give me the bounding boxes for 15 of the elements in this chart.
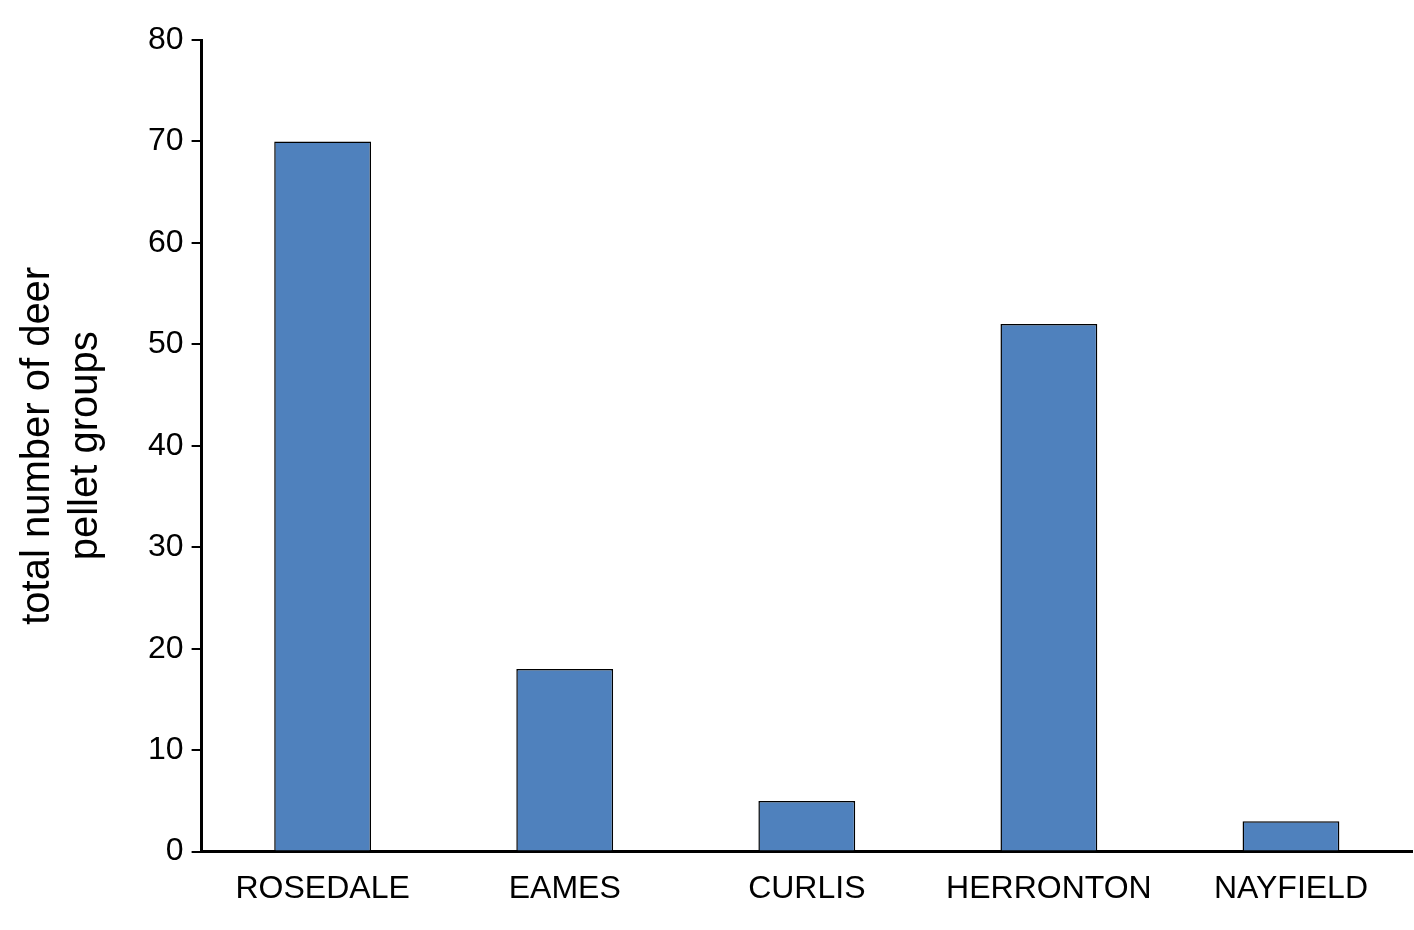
y-tick-label: 10: [148, 729, 184, 766]
y-tick-label: 50: [148, 324, 184, 361]
x-tick-label: NAYFIELD: [1213, 868, 1369, 905]
y-tick-label: 0: [165, 831, 184, 868]
y-tick-label: 30: [148, 527, 184, 564]
x-tick-label: HERRONTON: [946, 868, 1152, 905]
x-tick-label: EAMES: [508, 868, 621, 905]
x-tick-label: CURLIS: [748, 868, 866, 905]
y-tick-label: 60: [148, 222, 184, 259]
y-axis-title: total number of deer pellet groups: [13, 266, 106, 625]
x-tick-label: ROSEDALE: [235, 868, 410, 905]
y-tick-label: 80: [148, 19, 184, 56]
y-tick-label: 40: [148, 425, 184, 462]
y-tick-label: 70: [148, 121, 184, 158]
y-tick-label: 20: [148, 628, 184, 665]
